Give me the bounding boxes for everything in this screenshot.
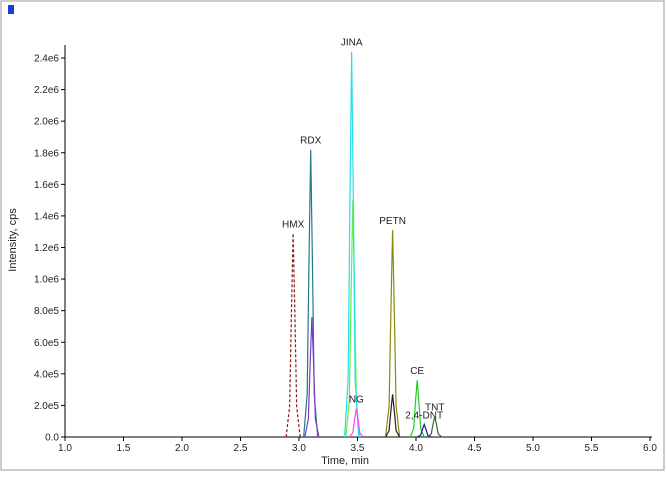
x-tick-label: 1.0 — [58, 443, 72, 454]
y-tick-label: 2.0e6 — [34, 117, 59, 128]
y-tick-label: 2.4e6 — [34, 54, 59, 65]
x-tick-label: 5.0 — [526, 443, 540, 454]
y-tick-label: 1.2e6 — [34, 243, 59, 254]
x-tick-label: 1.5 — [117, 443, 131, 454]
x-tick-label: 4.0 — [409, 443, 423, 454]
x-tick-label: 3.0 — [292, 443, 306, 454]
y-tick-label: 4.0e5 — [34, 369, 59, 380]
trace — [344, 51, 360, 438]
trace — [384, 230, 401, 438]
peak-label: PETN — [379, 216, 406, 227]
y-axis-label: Intensity, cps — [7, 208, 19, 272]
y-tick-label: 2.2e6 — [34, 85, 59, 96]
x-tick-label: 6.0 — [643, 443, 657, 454]
y-tick-label: 1.8e6 — [34, 148, 59, 159]
peak-label: NG — [349, 395, 364, 406]
y-tick-label: 1.0e6 — [34, 275, 59, 286]
trace — [409, 380, 425, 438]
peak-label: TNT — [425, 402, 444, 413]
y-tick-label: 8.0e5 — [34, 306, 59, 317]
x-tick-label: 3.5 — [351, 443, 365, 454]
y-tick-label: 6.0e5 — [34, 338, 59, 349]
trace — [304, 316, 320, 438]
trace — [427, 416, 443, 438]
trace — [385, 394, 401, 438]
peak-label: HMX — [282, 219, 305, 230]
trace — [285, 233, 301, 438]
trace — [348, 408, 364, 438]
peak-label: CE — [410, 366, 424, 377]
y-tick-label: 2.0e5 — [34, 401, 59, 412]
peak-label: JINA — [341, 38, 363, 49]
y-tick-label: 1.6e6 — [34, 180, 59, 191]
x-tick-label: 2.5 — [234, 443, 248, 454]
x-tick-label: 2.0 — [175, 443, 189, 454]
peak-label: 2,4-DNT — [405, 410, 443, 421]
x-axis-label: Time, min — [321, 455, 369, 467]
peak-label: RDX — [300, 136, 321, 147]
y-tick-label: 1.4e6 — [34, 211, 59, 222]
trace — [416, 422, 432, 438]
x-tick-label: 4.5 — [468, 443, 482, 454]
window-icon — [8, 5, 14, 14]
y-tick-label: 0.0 — [45, 433, 59, 444]
x-tick-label: 5.5 — [585, 443, 599, 454]
